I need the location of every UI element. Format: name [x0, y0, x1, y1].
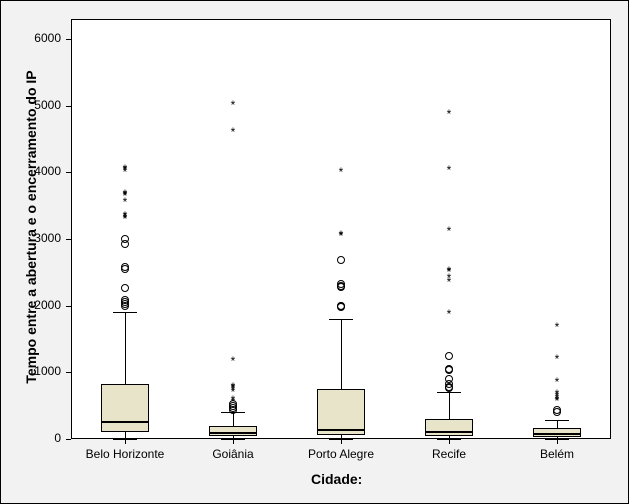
y-tick	[66, 106, 71, 107]
y-tick-label: 1000	[34, 364, 61, 378]
outlier-star: *	[447, 164, 452, 176]
outlier-star: *	[339, 229, 344, 241]
y-tick-label: 2000	[34, 298, 61, 312]
y-tick	[66, 172, 71, 173]
outlier-star: *	[447, 225, 452, 237]
box	[209, 426, 257, 437]
y-tick-label: 6000	[34, 31, 61, 45]
box	[101, 384, 149, 432]
outlier-circle	[121, 296, 129, 304]
outlier-star: *	[123, 188, 128, 200]
y-tick-label: 0	[54, 431, 61, 445]
outlier-star: *	[123, 210, 128, 222]
boxplot-chart: Tempo entre a abertura e o encerramento …	[0, 0, 629, 504]
box	[425, 419, 473, 436]
median	[317, 429, 365, 431]
outlier-star: *	[447, 265, 452, 277]
whisker	[125, 312, 126, 384]
outlier-circle	[337, 302, 345, 310]
outlier-star: *	[123, 163, 128, 175]
y-tick-label: 3000	[34, 231, 61, 245]
y-tick	[66, 39, 71, 40]
outlier-circle	[121, 263, 129, 271]
outlier-circle	[337, 280, 345, 288]
outlier-star: *	[555, 353, 560, 365]
outlier-star: *	[231, 381, 236, 393]
outlier-star: *	[231, 99, 236, 111]
y-tick	[66, 306, 71, 307]
y-tick	[66, 372, 71, 373]
y-tick	[66, 439, 71, 440]
median	[101, 421, 149, 423]
outlier-star: *	[231, 355, 236, 367]
whisker-cap	[329, 439, 353, 440]
outlier-star: *	[555, 376, 560, 388]
whisker-cap	[437, 392, 461, 393]
outlier-circle	[121, 284, 129, 292]
whisker-cap	[329, 319, 353, 320]
whisker	[557, 420, 558, 429]
outlier-star: *	[447, 108, 452, 120]
whisker-cap	[221, 439, 245, 440]
outlier-star: *	[555, 388, 560, 400]
y-tick-label: 5000	[34, 98, 61, 112]
y-tick-label: 4000	[34, 164, 61, 178]
median	[533, 433, 581, 435]
whisker	[125, 432, 126, 439]
outlier-circle	[337, 256, 345, 264]
outlier-star: *	[555, 321, 560, 333]
outlier-star: *	[447, 308, 452, 320]
x-tick-label: Goiânia	[188, 447, 278, 461]
whisker	[341, 319, 342, 389]
whisker	[449, 392, 450, 419]
outlier-circle	[445, 352, 453, 360]
x-tick-label: Belém	[512, 447, 602, 461]
x-tick-label: Porto Alegre	[296, 447, 386, 461]
whisker	[233, 412, 234, 425]
x-tick-label: Recife	[404, 447, 494, 461]
outlier-star: *	[339, 166, 344, 178]
median	[425, 431, 473, 433]
outlier-circle	[445, 375, 453, 383]
y-axis-label: Tempo entre a abertura e o encerramento …	[23, 67, 39, 387]
whisker-cap	[113, 312, 137, 313]
whisker-cap	[545, 439, 569, 440]
x-axis-label: Cidade:	[311, 471, 362, 487]
outlier-circle	[121, 235, 129, 243]
whisker-cap	[113, 439, 137, 440]
whisker-cap	[437, 439, 461, 440]
outlier-circle	[445, 365, 453, 373]
whisker-cap	[545, 420, 569, 421]
x-tick-label: Belo Horizonte	[80, 447, 170, 461]
median	[209, 432, 257, 434]
outlier-star: *	[231, 126, 236, 138]
y-tick	[66, 239, 71, 240]
